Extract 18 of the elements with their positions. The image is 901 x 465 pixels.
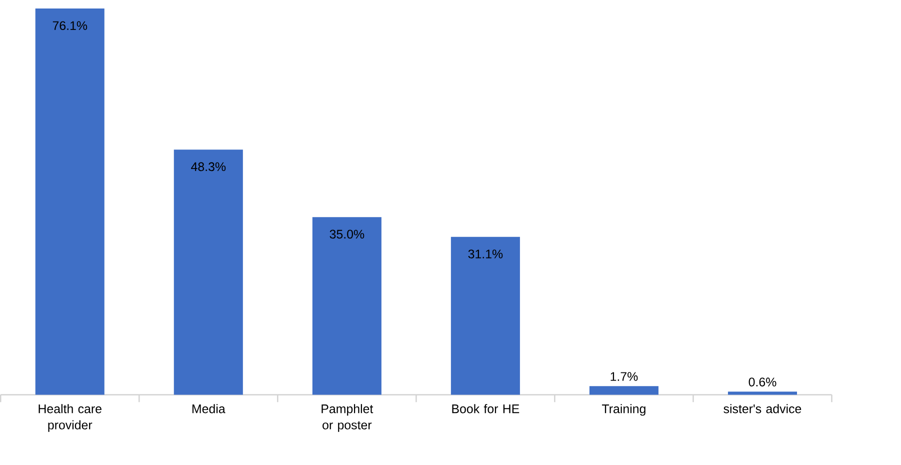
bar [174,150,243,395]
data-label: 0.6% [748,378,776,387]
x-tick-label: Health care provider [38,404,102,432]
x-tick-label: Training [602,404,646,416]
x-tick-label: Media [192,404,226,414]
data-label: 48.3% [191,162,226,172]
x-tick-label: sister's advice [724,404,802,414]
bar [728,392,797,395]
bar [35,8,104,395]
bar [450,237,520,395]
bar [312,217,382,395]
data-label: 76.1% [52,21,88,30]
x-tick-label: Book for HE [452,404,520,414]
data-label: 31.1% [468,250,503,259]
bar [589,386,658,395]
data-label: 35.0% [330,230,364,239]
x-tick-label: Pamphlet or poster [322,404,374,432]
data-label: 1.7% [610,372,638,382]
